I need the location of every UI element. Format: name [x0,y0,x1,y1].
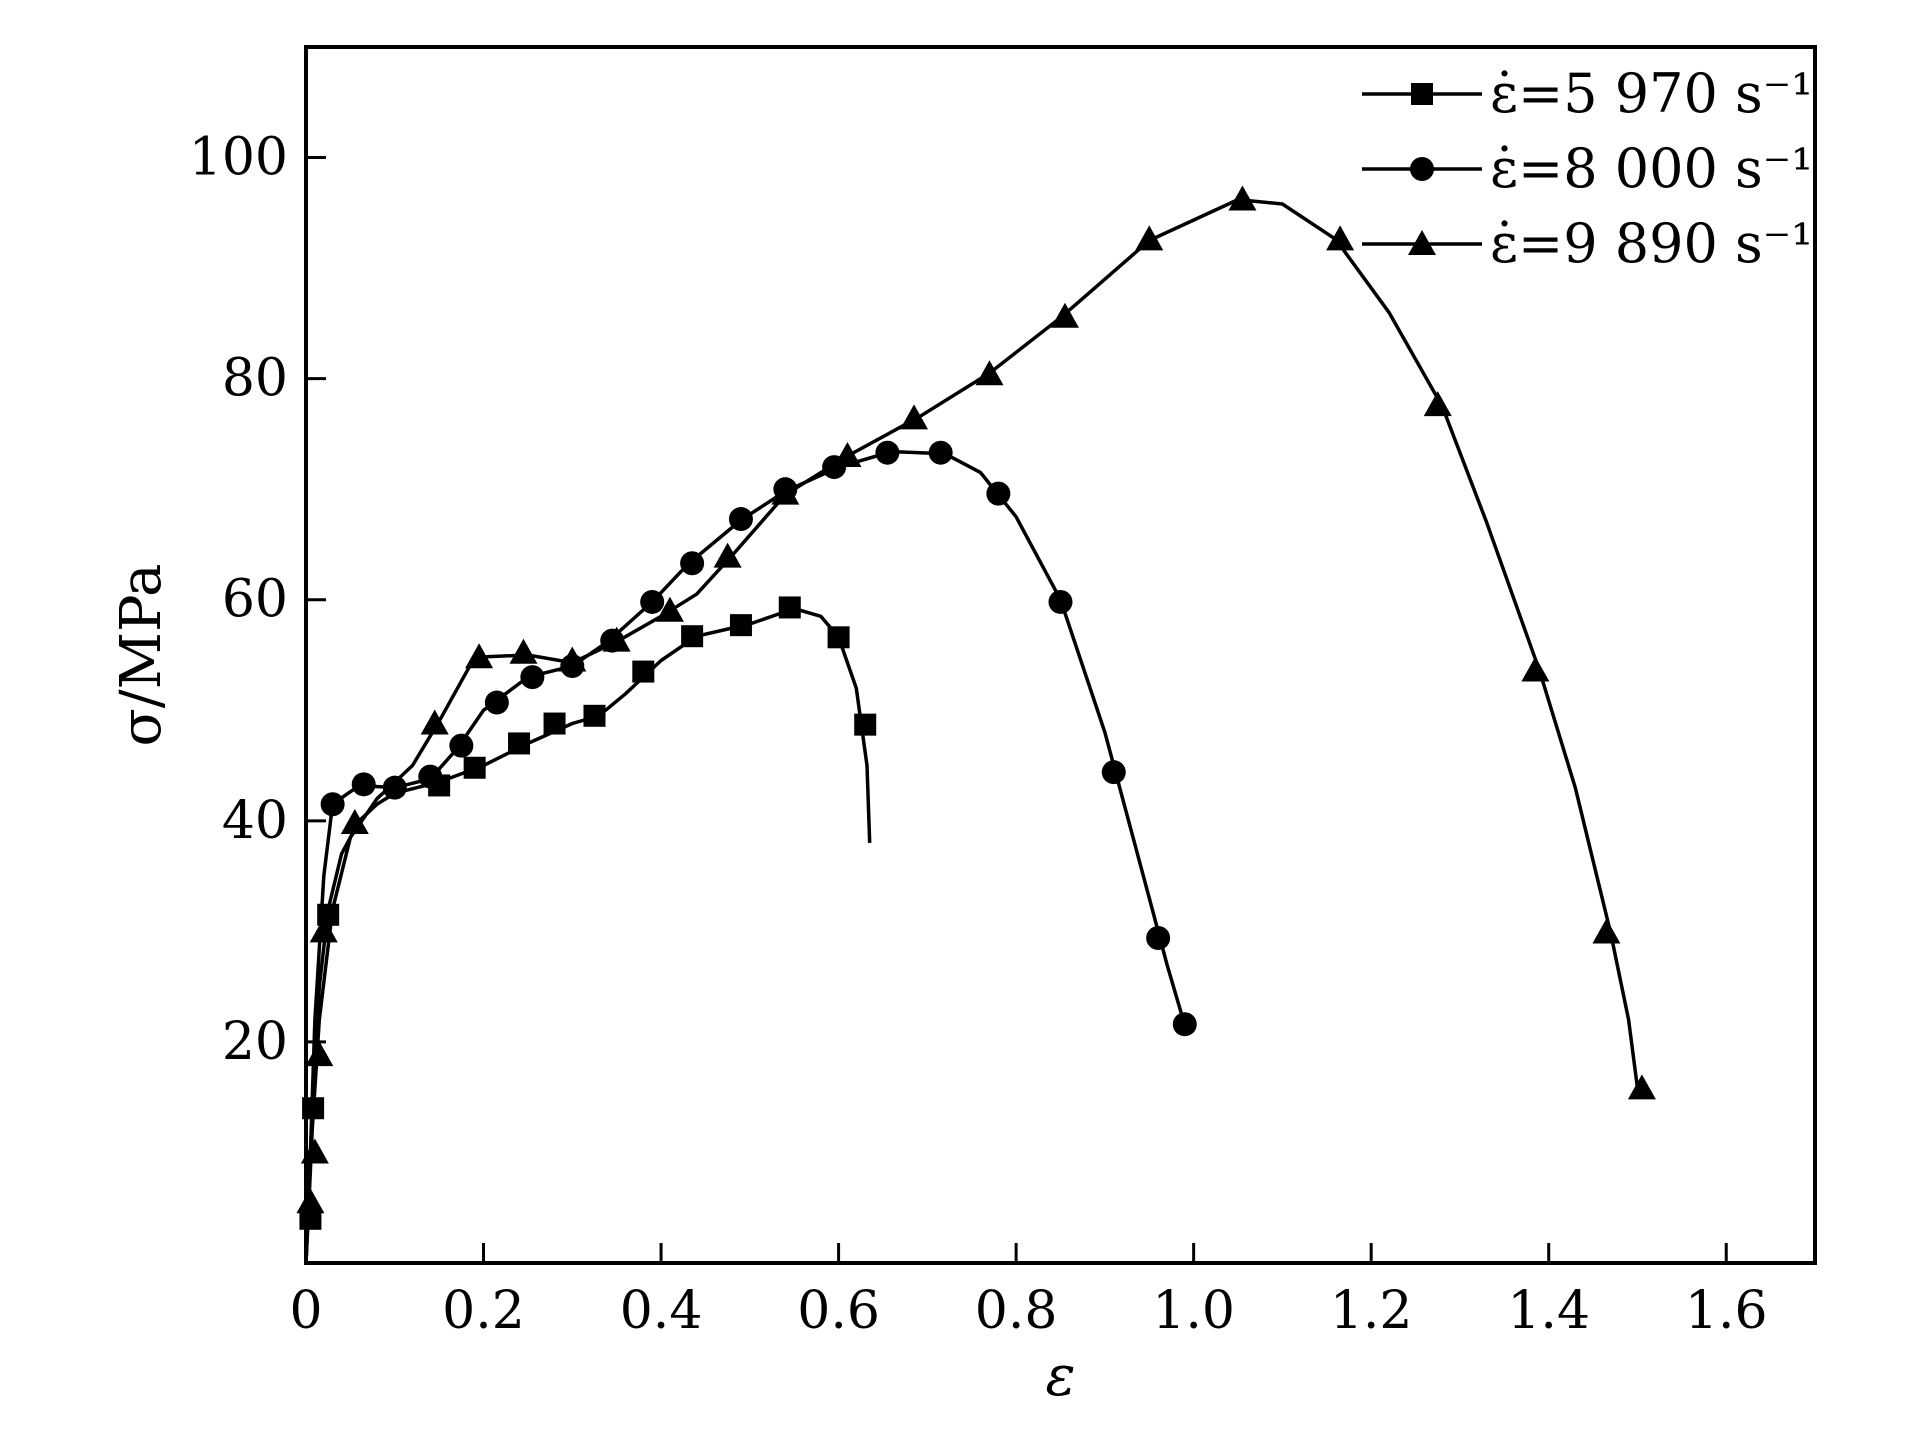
data-point-triangle [309,917,338,943]
data-point-circle [728,507,753,532]
y-tick-label: 100 [189,128,288,188]
data-point-triangle [975,360,1004,386]
data-point-circle [680,551,705,576]
data-point-triangle [305,1041,334,1067]
legend-entry-label: ε̇=8 000 s⁻¹ [1490,137,1813,200]
series-circle [304,440,1197,1264]
data-point-circle [875,440,900,465]
data-point-square [729,614,752,637]
plot-frame-border [304,45,1817,1265]
x-tick-label: 0.6 [797,1281,880,1341]
data-point-square [632,660,655,683]
data-point-triangle [296,1188,325,1214]
data-point-circle [418,764,443,789]
data-point-triangle [1050,302,1079,328]
data-point-circle [1048,589,1073,614]
data-point-square [583,704,606,727]
series-layer [296,185,1656,1264]
data-point-triangle [465,643,494,669]
series-square [299,596,877,1264]
y-tick-label: 20 [222,1012,288,1072]
plot-frame [304,45,1817,1265]
data-point-triangle [771,479,800,505]
data-point-triangle [1228,185,1257,211]
legend-entry-label: ε̇=5 970 s⁻¹ [1490,62,1813,125]
data-point-square [681,625,704,648]
y-tick-label: 60 [222,570,288,630]
y-tick-label: 40 [222,791,288,851]
x-tick-label: 1.4 [1507,1281,1590,1341]
data-point-square [543,712,566,735]
data-point-triangle [558,646,587,672]
data-point-triangle [655,596,684,622]
data-point-triangle [1592,918,1621,944]
legend-marker-triangle [1408,230,1436,255]
data-point-triangle [340,809,369,835]
data-point-square [463,756,486,779]
data-point-square [508,732,531,755]
data-point-triangle [300,1138,329,1164]
data-point-square [854,713,877,736]
data-point-triangle [713,542,742,568]
axis-ticks: 0 0.2 0.4 0.6 0.8 1.0 1.2 1.4 1.6 20 40 60 80 100 [189,128,1768,1341]
data-point-circle [986,481,1011,506]
legend-marker-square [1411,83,1433,105]
x-tick-label: 0 [289,1281,322,1341]
data-point-circle [320,792,345,817]
data-point-triangle [1135,225,1164,251]
data-point-circle [351,772,376,797]
chart-background [95,40,1855,1390]
data-point-circle [484,690,509,715]
legend-marker-circle [1410,157,1434,181]
data-point-circle [640,589,665,614]
data-point-triangle [509,638,538,664]
data-point-triangle [1326,225,1355,251]
data-point-triangle [602,626,631,652]
data-point-circle [520,665,545,690]
data-point-circle [449,733,474,758]
data-point-triangle [1521,656,1550,682]
x-tick-label: 1.6 [1685,1281,1768,1341]
x-axis-label: ε [1045,1344,1075,1409]
y-tick-label: 80 [222,349,288,409]
data-point-triangle [1423,391,1452,417]
data-point-circle [382,775,407,800]
data-point-circle [1101,760,1126,785]
data-point-square [778,596,801,619]
data-point-circle [1146,925,1171,950]
x-tick-label: 0.4 [620,1281,703,1341]
data-point-triangle [420,709,449,735]
x-tick-label: 1.0 [1152,1281,1235,1341]
data-point-triangle [1627,1074,1656,1100]
data-point-circle [1172,1012,1197,1037]
data-point-triangle [833,442,862,468]
data-point-circle [928,440,953,465]
series-triangle [296,185,1656,1264]
x-tick-label: 0.2 [442,1281,525,1341]
data-point-square [299,1207,322,1230]
legend: ε̇=5 970 s⁻¹ ε̇=8 000 s⁻¹ ε̇=9 890 s⁻¹ [1362,62,1813,275]
data-point-square [827,626,850,649]
data-point-triangle [900,404,929,430]
y-axis-label: σ/MPa [109,564,174,747]
x-tick-label: 1.2 [1330,1281,1413,1341]
x-tick-label: 0.8 [975,1281,1058,1341]
legend-entry-label: ε̇=9 890 s⁻¹ [1490,212,1813,275]
